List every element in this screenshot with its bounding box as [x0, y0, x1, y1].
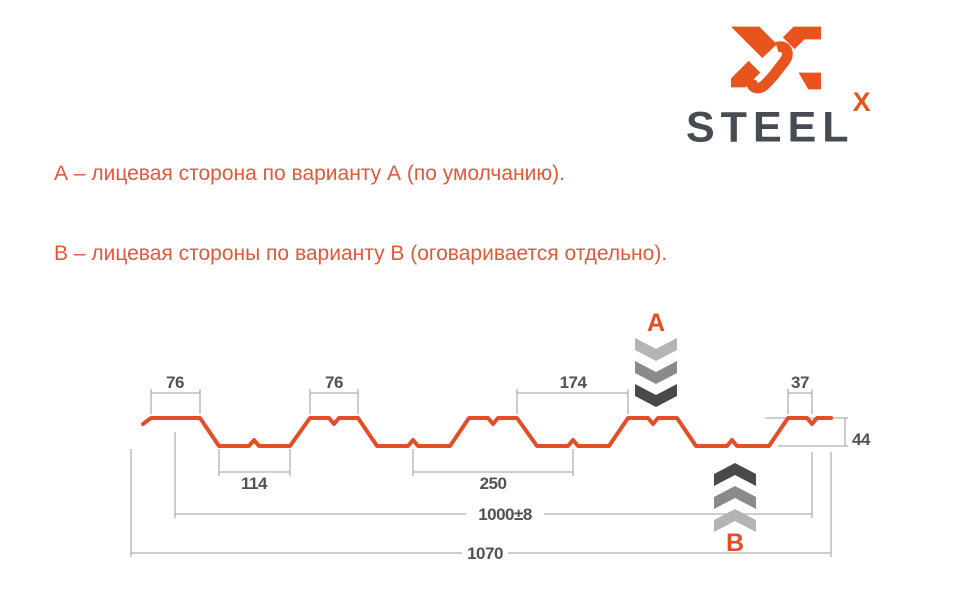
face-b-label: B: [726, 529, 744, 557]
face-a-label: A: [647, 309, 665, 337]
dim-1000-working-width: 1000±8: [174, 432, 813, 524]
profile-sheet-outline: [141, 416, 833, 448]
dim-37-edge-crest: 37: [787, 373, 813, 414]
dim-1070-overall-width: 1070: [130, 449, 832, 563]
dim-44-height: 44: [765, 417, 871, 449]
steelx-logo-icon: [730, 26, 822, 94]
logo-brand-text: STEEL: [686, 103, 855, 152]
dim-label: 37: [791, 373, 809, 392]
dim-label: 250: [480, 474, 507, 493]
dim-76-first-crest: 76: [150, 373, 201, 414]
note-variant-b: В – лицевая стороны по варианту В (огова…: [54, 242, 668, 265]
dim-label: 1000±8: [478, 505, 532, 524]
dim-label: 1070: [467, 544, 503, 563]
dim-76-second-crest: 76: [309, 373, 359, 414]
dim-label: 76: [325, 373, 343, 392]
dim-114-valley: 114: [218, 449, 291, 493]
logo-sup-x: X: [852, 87, 871, 117]
steelx-logo: STEELX: [686, 16, 916, 151]
chevron-up-icon: [714, 463, 756, 532]
dim-174-crest-gap: 174: [516, 373, 629, 414]
dim-250-pitch: 250: [412, 449, 574, 493]
dim-label: 114: [241, 474, 268, 493]
dim-label: 76: [166, 373, 184, 392]
face-b-marker: B: [714, 463, 756, 557]
chevron-down-icon: [635, 338, 677, 407]
dim-label: 44: [852, 430, 871, 449]
face-a-marker: A: [635, 309, 677, 407]
note-variant-a: А – лицевая сторона по варианту А (по ум…: [54, 162, 565, 185]
dim-label: 174: [560, 373, 588, 392]
logo-wordmark: STEELX: [686, 89, 873, 152]
